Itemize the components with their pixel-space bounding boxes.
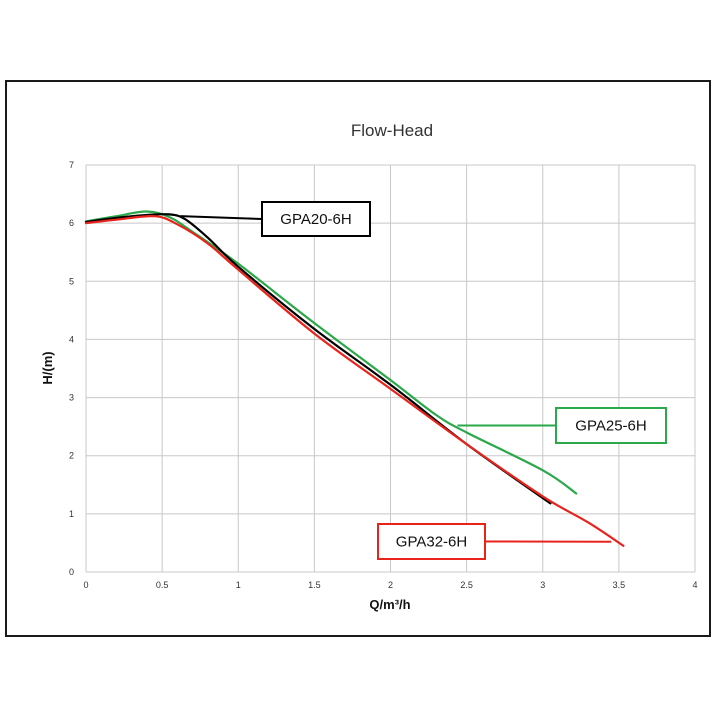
x-tick-label: 2.5 <box>460 580 473 590</box>
x-tick-labels: 0 0.5 1 1.5 2 2.5 3 3.5 4 <box>83 580 697 590</box>
callout-gpa25-6h: GPA25-6H <box>457 407 667 444</box>
callout-label: GPA25-6H <box>575 418 646 435</box>
callouts: GPA20-6H GPA25-6H GPA32-6H <box>180 201 667 560</box>
x-tick-label: 3 <box>540 580 545 590</box>
callout-box <box>377 523 486 560</box>
y-tick-label: 6 <box>69 218 74 228</box>
callout-label: GPA32-6H <box>396 534 467 551</box>
callout-box <box>555 407 667 444</box>
callout-gpa32-6h: GPA32-6H <box>377 523 612 560</box>
x-axis-label: Q/m³/h <box>369 597 410 612</box>
y-tick-label: 7 <box>69 160 74 170</box>
y-tick-label: 5 <box>69 276 74 286</box>
series-line-gpa25-6h <box>84 210 578 495</box>
series-lines <box>84 210 625 547</box>
x-tick-label: 0 <box>83 580 88 590</box>
x-tick-label: 0.5 <box>156 580 169 590</box>
y-tick-label: 2 <box>69 451 74 461</box>
callout-leader-line <box>180 215 263 220</box>
x-tick-label: 1.5 <box>308 580 321 590</box>
callout-label: GPA20-6H <box>280 211 351 228</box>
y-axis-label: H/(m) <box>40 351 55 384</box>
x-tick-label: 1 <box>236 580 241 590</box>
grid <box>85 164 696 573</box>
callout-gpa20-6h: GPA20-6H <box>180 201 371 237</box>
y-tick-label: 3 <box>69 393 74 403</box>
series-line-gpa20-6h <box>84 213 552 505</box>
series-line-gpa32-6h <box>84 214 625 547</box>
chart-title: Flow-Head <box>351 121 433 140</box>
y-tick-label: 0 <box>69 567 74 577</box>
y-tick-labels: 0 1 2 3 4 5 6 7 <box>69 160 74 577</box>
y-tick-label: 1 <box>69 509 74 519</box>
x-tick-label: 4 <box>692 580 697 590</box>
y-tick-label: 4 <box>69 334 74 344</box>
chart-frame <box>5 80 711 637</box>
x-tick-label: 2 <box>388 580 393 590</box>
callout-box <box>261 201 371 237</box>
x-tick-label: 3.5 <box>613 580 626 590</box>
